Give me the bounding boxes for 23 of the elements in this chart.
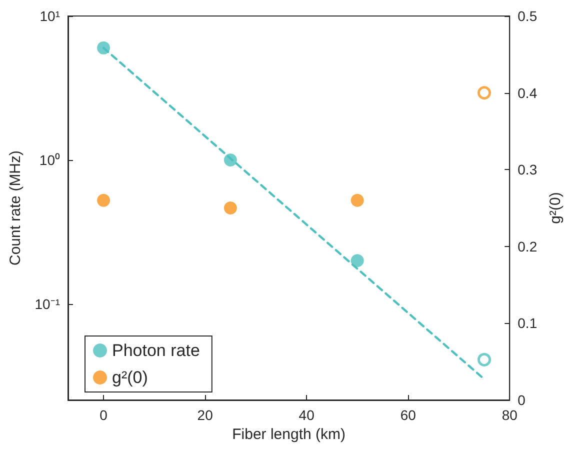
y2-tick-label: 0.3 <box>518 162 538 178</box>
x-tick-label: 20 <box>197 407 214 423</box>
y2-tick-label: 0.5 <box>518 8 538 24</box>
legend-label: Photon rate <box>112 341 200 360</box>
point <box>224 153 237 166</box>
y2-tick-label: 0.1 <box>518 315 538 332</box>
y-axis-title: Count rate (MHz) <box>7 150 24 266</box>
x-tick-label: 80 <box>502 407 518 423</box>
x-tick-label: 40 <box>298 407 315 423</box>
x-axis-title: Fiber length (km) <box>232 426 346 443</box>
y2-tick-label: 0.2 <box>518 238 538 254</box>
x-tick-label: 60 <box>400 407 416 423</box>
legend-label: g²(0) <box>112 368 148 387</box>
y-tick-label: 10⁰ <box>39 152 60 168</box>
point <box>97 41 110 54</box>
x-tick-label: 0 <box>100 407 108 423</box>
y2-axis-title: g²(0) <box>547 192 564 224</box>
y2-tick-label: 0 <box>518 392 526 408</box>
y2-tick-label: 0.4 <box>518 84 538 101</box>
y-tick-label: 10⁻¹ <box>34 296 60 312</box>
point <box>350 254 364 268</box>
point <box>478 352 492 366</box>
y-tick-label: 10¹ <box>40 8 60 24</box>
